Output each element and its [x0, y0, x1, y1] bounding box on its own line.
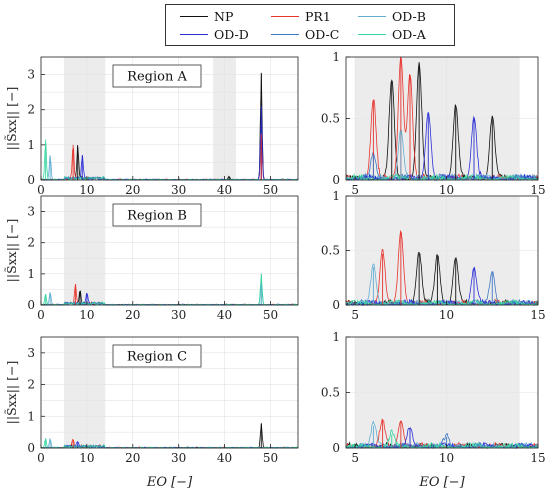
- y-tick-label: 2: [27, 236, 35, 250]
- shaded-band: [63, 57, 106, 180]
- y-tick-label: 1: [27, 138, 35, 152]
- region-annotation-box: [112, 344, 202, 368]
- series-line-od-a: [41, 142, 299, 181]
- x-tick-label: 15: [530, 183, 545, 197]
- x-tick-label: 5: [351, 308, 359, 322]
- x-axis-label: EO [−]: [418, 475, 465, 490]
- y-tick-label: 0: [332, 441, 340, 455]
- x-tick-label: 20: [125, 183, 140, 197]
- x-tick-label: 10: [79, 451, 94, 465]
- y-tick-label: 0: [332, 298, 340, 312]
- x-tick-label: 10: [439, 451, 454, 465]
- region-annotation: Region B: [127, 209, 187, 224]
- x-tick-label: 10: [439, 308, 454, 322]
- legend-swatch-od-c: [271, 34, 299, 35]
- y-tick-label: 0: [332, 173, 340, 187]
- y-tick-label: 0: [27, 173, 35, 187]
- chart-panel-region-c-zoom: 5 10 15 0 0.5 1: [321, 330, 546, 465]
- y-axis-label: ||S̃xx|| [−]: [4, 361, 19, 425]
- x-tick-label: 40: [217, 451, 232, 465]
- y-axis-label: ||S̃xx|| [−]: [4, 87, 19, 151]
- legend-swatch-pr1: [271, 16, 299, 17]
- chart-panel-region-b-full: 0 10 20 30 40 50 0 1 2 3 Region B ||S̃xx|| [−]: [4, 195, 299, 322]
- x-tick-label: 20: [125, 308, 140, 322]
- x-axis-label: EO [−]: [146, 475, 193, 490]
- chart-panel-region-a-full: 0 10 20 30 40 50 0 1 2 3 Region A ||S̃xx|| [−]: [4, 56, 299, 197]
- legend-label-pr1: PR1: [305, 9, 331, 24]
- legend-label-od-b: OD-B: [392, 9, 426, 24]
- y-tick-label: 2: [27, 103, 35, 117]
- x-tick-label: 40: [217, 183, 232, 197]
- legend-swatch-od-b: [358, 16, 386, 17]
- series-line-od-c: [345, 271, 539, 307]
- chart-panel-region-b-zoom: 5 10 15 0 0.5 1: [321, 189, 546, 322]
- legend-swatch-od-a: [358, 34, 386, 35]
- legend-label-np: NP: [214, 9, 234, 24]
- x-tick-label: 40: [217, 308, 232, 322]
- x-tick-label: 0: [37, 451, 45, 465]
- y-tick-label: 1: [332, 330, 340, 344]
- y-tick-label: 1: [27, 409, 35, 423]
- x-tick-label: 50: [263, 451, 278, 465]
- shaded-band: [63, 337, 106, 448]
- x-tick-label: 30: [171, 451, 186, 465]
- y-tick-label: 3: [27, 346, 35, 360]
- x-tick-label: 10: [79, 308, 94, 322]
- axes-frame: [40, 195, 299, 306]
- y-tick-label: 3: [27, 205, 35, 219]
- y-tick-label: 1: [332, 189, 340, 203]
- series-line-od-c: [345, 432, 539, 449]
- axes-frame: [40, 56, 299, 181]
- y-tick-label: 0: [27, 441, 35, 455]
- y-tick-label: 2: [27, 378, 35, 392]
- region-annotation: Region A: [127, 70, 187, 85]
- x-tick-label: 15: [530, 308, 545, 322]
- x-tick-label: 10: [439, 183, 454, 197]
- y-tick-label: 0.5: [321, 244, 340, 258]
- chart-panel-region-a-zoom: 5 10 15 0 0.5 1: [321, 50, 546, 197]
- chart-panel-region-c-full: 0 10 20 30 40 50 0 1 2 3 Region C ||S̃xx|| [−]: [4, 336, 299, 465]
- region-annotation: Region C: [127, 350, 187, 365]
- y-tick-label: 1: [27, 267, 35, 281]
- region-annotation-box: [112, 203, 202, 227]
- legend-swatch-np: [180, 16, 208, 17]
- x-tick-label: 20: [125, 451, 140, 465]
- legend-label-od-d: OD-D: [214, 27, 249, 42]
- x-tick-label: 0: [37, 308, 45, 322]
- legend-label-od-c: OD-C: [305, 27, 340, 42]
- legend-label-od-a: OD-A: [392, 27, 426, 42]
- axes-frame: [40, 336, 299, 449]
- region-annotation-box: [112, 64, 202, 88]
- shaded-band: [63, 196, 106, 305]
- series-line-od-c: [346, 151, 539, 182]
- y-tick-label: 0.5: [321, 386, 340, 400]
- y-tick-label: 0.5: [321, 112, 340, 126]
- x-tick-label: 30: [171, 308, 186, 322]
- x-tick-label: 50: [263, 183, 278, 197]
- x-tick-label: 5: [351, 451, 359, 465]
- y-tick-label: 3: [27, 68, 35, 82]
- series-line-od-a: [346, 298, 539, 307]
- x-tick-label: 10: [79, 183, 94, 197]
- y-tick-label: 0: [27, 298, 35, 312]
- y-tick-label: 1: [332, 50, 340, 64]
- x-tick-label: 5: [351, 183, 359, 197]
- x-tick-label: 0: [37, 183, 45, 197]
- x-tick-label: 15: [530, 451, 545, 465]
- legend-swatch-od-d: [180, 34, 208, 35]
- y-axis-label: ||S̃xx|| [−]: [4, 219, 19, 283]
- legend: NP PR1 OD-B OD-D OD-C OD-A: [165, 4, 455, 46]
- x-tick-label: 50: [263, 308, 278, 322]
- x-tick-label: 30: [171, 183, 186, 197]
